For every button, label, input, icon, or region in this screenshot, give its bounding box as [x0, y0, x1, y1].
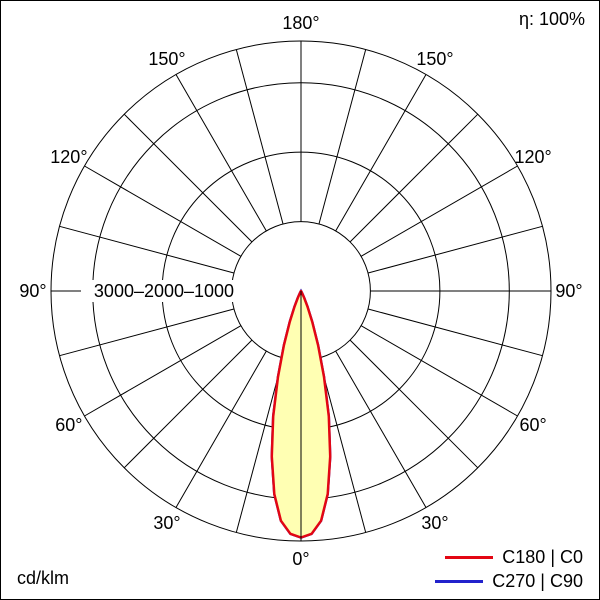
angle-label: 90° — [19, 281, 46, 301]
angle-grid-line — [123, 339, 253, 469]
angle-grid-line — [335, 350, 427, 508]
legend-label-c270-c90: C270 | C90 — [492, 570, 583, 591]
angle-label: 120° — [50, 147, 87, 167]
efficiency-label: η: 100% — [518, 9, 585, 29]
legend: C180 | C0 C270 | C90 — [435, 545, 583, 593]
angle-grid-line — [349, 339, 479, 469]
angle-grid-line — [360, 325, 518, 417]
angle-grid-line — [235, 357, 284, 533]
angle-grid-line — [175, 350, 267, 508]
angle-label: 150° — [416, 49, 453, 69]
angle-grid-line — [175, 74, 267, 232]
angle-grid-line — [84, 325, 242, 417]
radial-axis-label: 3000–2000–1000 — [94, 281, 234, 301]
radial-axis-label-bg — [81, 280, 247, 302]
angle-label: 120° — [514, 147, 551, 167]
angle-grid-line — [335, 74, 427, 232]
angle-label: 60° — [519, 415, 546, 435]
legend-line-red-icon — [445, 555, 494, 559]
legend-item-c180-c0: C180 | C0 — [435, 545, 583, 569]
legend-item-c270-c90: C270 | C90 — [435, 569, 583, 593]
legend-label-c180-c0: C180 | C0 — [502, 546, 583, 567]
angle-grid-line — [59, 225, 235, 274]
angle-label: 30° — [421, 513, 448, 533]
angle-grid-line — [318, 357, 367, 533]
angle-label: 90° — [555, 281, 582, 301]
angle-grid-line — [360, 165, 518, 257]
angle-grid-line — [349, 113, 479, 243]
angle-label: 60° — [55, 415, 82, 435]
legend-line-blue-icon — [435, 579, 484, 583]
angle-grid-line — [367, 225, 543, 274]
units-label: cd/klm — [17, 568, 70, 588]
angle-grid-line — [84, 165, 242, 257]
angle-grid-line — [367, 308, 543, 357]
angle-label: 150° — [148, 49, 185, 69]
angle-grid-line — [123, 113, 253, 243]
angle-grid-line — [59, 308, 235, 357]
angle-grid-line — [235, 49, 284, 225]
angle-label: 0° — [292, 549, 309, 569]
angle-grid-line — [318, 49, 367, 225]
angle-label: 30° — [153, 513, 180, 533]
angle-label: 180° — [282, 13, 319, 33]
